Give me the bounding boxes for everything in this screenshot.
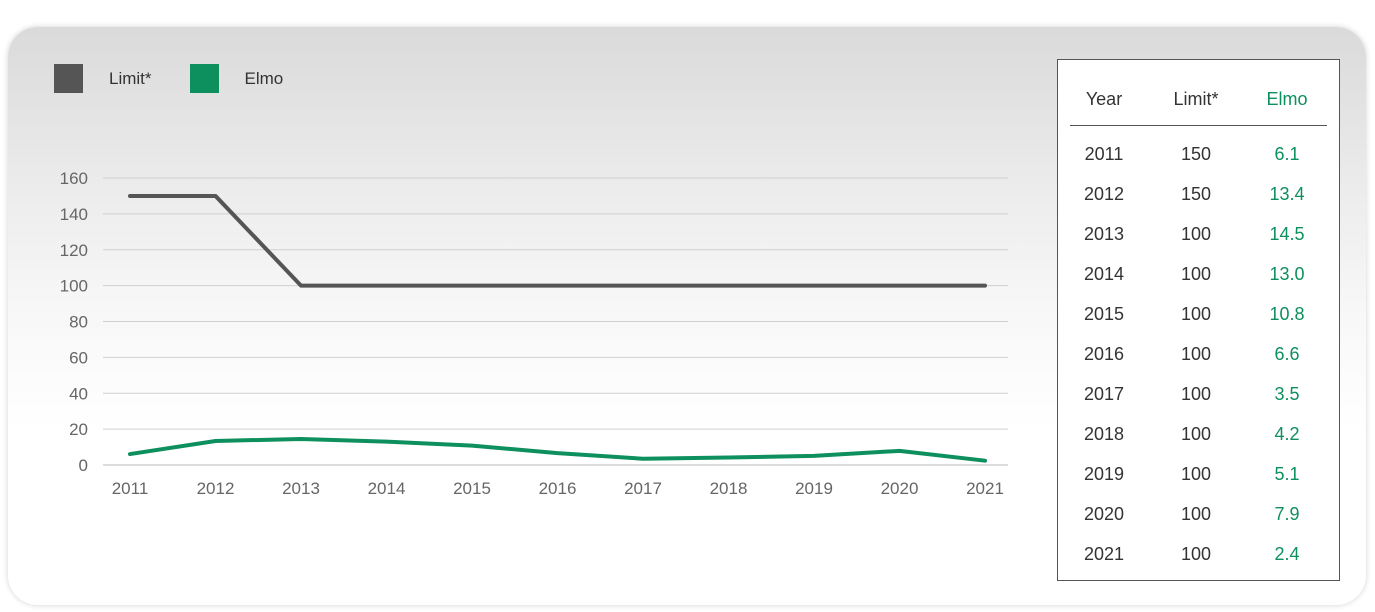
x-tick-label: 2013 (282, 479, 320, 498)
table-cell-elmo: 10.8 (1269, 304, 1305, 324)
table-cell-limit: 100 (1180, 264, 1212, 284)
x-tick-label: 2015 (453, 479, 491, 498)
x-tick-label: 2020 (881, 479, 919, 498)
legend-label-elmo: Elmo (244, 68, 284, 88)
y-tick-label: 80 (69, 313, 88, 332)
legend-item-limit: Limit* (54, 64, 152, 93)
x-tick-label: 2017 (624, 479, 662, 498)
y-tick-label: 100 (60, 277, 88, 296)
x-tick-label: 2018 (710, 479, 748, 498)
table-cell-year: 2014 (1083, 264, 1125, 284)
table-cell-year: 2011 (1084, 144, 1124, 164)
table-header-elmo: Elmo (1266, 89, 1308, 109)
data-table (1057, 59, 1340, 581)
table-cell-limit: 100 (1180, 344, 1212, 364)
y-tick-label: 60 (69, 348, 88, 367)
table-cell-limit: 150 (1180, 184, 1212, 204)
x-tick-label: 2014 (368, 479, 406, 498)
table-cell-limit: 100 (1180, 304, 1212, 324)
x-tick-label: 2021 (966, 479, 1004, 498)
table-cell-limit: 100 (1180, 544, 1212, 564)
table-cell-year: 2020 (1083, 504, 1125, 524)
table-cell-year: 2015 (1083, 304, 1125, 324)
table-cell-elmo: 6.6 (1274, 344, 1300, 364)
table-cell-year: 2019 (1083, 464, 1125, 484)
table-cell-year: 2013 (1083, 224, 1125, 244)
table-cell-limit: 100 (1180, 504, 1212, 524)
table-cell-elmo: 2.4 (1274, 544, 1300, 564)
table-cell-limit: 100 (1180, 424, 1212, 444)
table-cell-limit: 100 (1180, 384, 1212, 404)
table-cell-elmo: 7.9 (1274, 504, 1300, 524)
table-cell-year: 2021 (1083, 544, 1125, 564)
table-header-rule (1070, 125, 1327, 126)
table-cell-elmo: 6.1 (1274, 144, 1300, 164)
legend-swatch-elmo (189, 64, 219, 93)
y-tick-label: 120 (60, 241, 88, 260)
table-cell-year: 2017 (1083, 384, 1125, 404)
y-tick-label: 140 (60, 205, 88, 224)
legend-item-elmo: Elmo (189, 64, 284, 93)
y-tick-label: 40 (69, 384, 88, 403)
table-cell-elmo: 5.1 (1274, 464, 1300, 484)
legend: Limit* Elmo (54, 64, 321, 93)
table-cell-year: 2016 (1083, 344, 1125, 364)
table-cell-elmo: 4.2 (1274, 424, 1300, 444)
table-cell-elmo: 3.5 (1274, 384, 1300, 404)
table-cell-year: 2018 (1083, 424, 1125, 444)
x-tick-label: 2016 (539, 479, 577, 498)
table-cell-year: 2012 (1083, 184, 1125, 204)
y-tick-label: 0 (79, 456, 88, 475)
table-cell-limit: 100 (1180, 464, 1212, 484)
x-tick-label: 2019 (795, 479, 833, 498)
series-line-limit (128, 193, 987, 288)
series-line-elmo (128, 436, 987, 463)
legend-swatch-limit (54, 64, 83, 93)
table-cell-limit: 100 (1180, 224, 1212, 244)
table-cell-elmo: 14.5 (1269, 224, 1305, 244)
table-header-limit: Limit* (1173, 89, 1219, 109)
legend-label-limit: Limit* (109, 68, 152, 88)
table-cell-elmo: 13.0 (1269, 264, 1305, 284)
x-tick-label: 2012 (197, 479, 235, 498)
table-header-year: Year (1085, 89, 1123, 109)
y-tick-label: 160 (60, 169, 88, 188)
y-tick-label: 20 (69, 420, 88, 439)
line-chart: 0 20 40 60 80 100 120 140 160 2011 2012 2013 2014 201… (60, 169, 1008, 498)
table-cell-limit: 150 (1180, 144, 1212, 164)
table-cell-elmo: 13.4 (1269, 184, 1305, 204)
x-tick-label: 2011 (112, 479, 149, 498)
